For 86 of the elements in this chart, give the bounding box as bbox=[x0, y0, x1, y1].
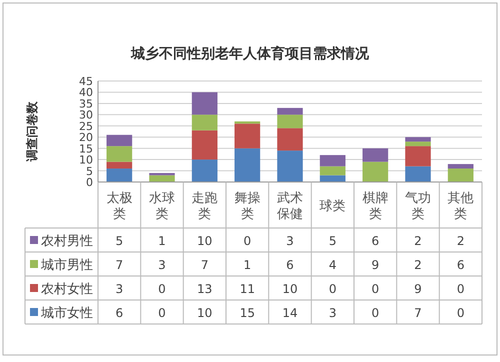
y-tick-label: 15 bbox=[79, 142, 93, 156]
data-label: 7 bbox=[200, 258, 208, 272]
y-tick-label: 35 bbox=[79, 97, 93, 110]
legend-label: 城市男性 bbox=[40, 258, 93, 273]
data-label: 15 bbox=[240, 306, 255, 320]
x-tick-label: 武术保健 bbox=[277, 191, 303, 222]
y-tick-label: 5 bbox=[86, 164, 93, 178]
data-label: 0 bbox=[456, 306, 464, 320]
data-label: 13 bbox=[197, 282, 212, 296]
data-label: 1 bbox=[244, 258, 252, 272]
bar bbox=[405, 137, 431, 142]
data-label: 6 bbox=[456, 258, 464, 272]
data-label: 3 bbox=[328, 306, 336, 320]
data-label: 0 bbox=[372, 306, 380, 320]
data-label: 7 bbox=[414, 306, 422, 320]
bar bbox=[277, 108, 303, 115]
data-label: 0 bbox=[158, 306, 166, 320]
data-label: 5 bbox=[328, 234, 336, 248]
y-tick-label: 20 bbox=[79, 131, 93, 144]
data-label: 9 bbox=[414, 282, 422, 296]
data-label: 10 bbox=[197, 234, 212, 248]
y-tick-label: 0 bbox=[86, 176, 93, 189]
data-label: 0 bbox=[158, 282, 166, 296]
y-tick-label: 25 bbox=[79, 120, 93, 133]
y-tick-label: 45 bbox=[79, 75, 93, 88]
y-tick-label: 40 bbox=[79, 86, 93, 100]
x-tick-label: 其他类 bbox=[448, 191, 474, 222]
bar bbox=[448, 164, 474, 169]
data-label: 3 bbox=[116, 282, 124, 296]
data-label: 10 bbox=[197, 306, 212, 320]
bar bbox=[405, 146, 431, 166]
data-label: 2 bbox=[414, 234, 422, 248]
bar bbox=[106, 168, 132, 182]
bar bbox=[106, 162, 132, 169]
bar bbox=[320, 155, 346, 166]
data-label: 6 bbox=[286, 258, 294, 272]
bar bbox=[234, 124, 260, 148]
legend-label: 城市女性 bbox=[40, 306, 93, 321]
data-label: 0 bbox=[456, 282, 464, 296]
chart-title: 城乡不同性别老年人体育项目需求情况 bbox=[130, 45, 370, 62]
data-label: 4 bbox=[328, 258, 336, 272]
x-tick-label: 舞操类 bbox=[234, 191, 260, 222]
data-label: 1 bbox=[158, 234, 166, 248]
data-label: 5 bbox=[116, 234, 124, 248]
data-label: 0 bbox=[328, 282, 336, 296]
x-tick-label: 太极类 bbox=[106, 191, 132, 222]
data-label: 6 bbox=[372, 234, 380, 248]
y-tick-label: 10 bbox=[79, 154, 93, 167]
data-label: 6 bbox=[116, 306, 124, 320]
bar bbox=[192, 114, 218, 130]
bar bbox=[277, 128, 303, 151]
data-label: 2 bbox=[414, 258, 422, 272]
data-label: 9 bbox=[372, 258, 380, 272]
bar bbox=[277, 114, 303, 128]
bar bbox=[362, 162, 388, 182]
bar bbox=[149, 175, 175, 182]
y-axis-title: 调查问卷数 bbox=[25, 100, 39, 162]
y-tick-label: 30 bbox=[79, 108, 93, 122]
data-label: 0 bbox=[244, 234, 252, 248]
bar bbox=[448, 168, 474, 182]
data-label: 3 bbox=[158, 258, 166, 272]
bar bbox=[234, 148, 260, 182]
legend-label: 农村女性 bbox=[41, 282, 93, 297]
bar bbox=[106, 146, 132, 162]
bar bbox=[192, 92, 218, 115]
x-tick-label: 球类 bbox=[320, 199, 346, 214]
bar bbox=[320, 166, 346, 176]
legend-label: 农村男性 bbox=[41, 234, 93, 249]
bar bbox=[192, 130, 218, 160]
data-label: 10 bbox=[282, 282, 298, 296]
data-label: 11 bbox=[240, 282, 255, 296]
data-label: 2 bbox=[456, 234, 464, 248]
x-tick-label: 棋牌类 bbox=[362, 191, 388, 222]
bar bbox=[405, 166, 431, 182]
x-tick-label: 气功类 bbox=[405, 191, 431, 222]
bar bbox=[277, 150, 303, 182]
data-label: 14 bbox=[282, 306, 298, 320]
x-tick-label: 走跑类 bbox=[192, 191, 218, 222]
bar bbox=[192, 160, 218, 182]
data-label: 3 bbox=[286, 234, 294, 248]
data-label: 0 bbox=[372, 282, 380, 296]
data-label: 7 bbox=[116, 258, 124, 272]
bar bbox=[405, 142, 431, 146]
bar bbox=[106, 134, 132, 146]
bar bbox=[362, 148, 388, 162]
x-tick-label: 水球类 bbox=[149, 191, 175, 222]
